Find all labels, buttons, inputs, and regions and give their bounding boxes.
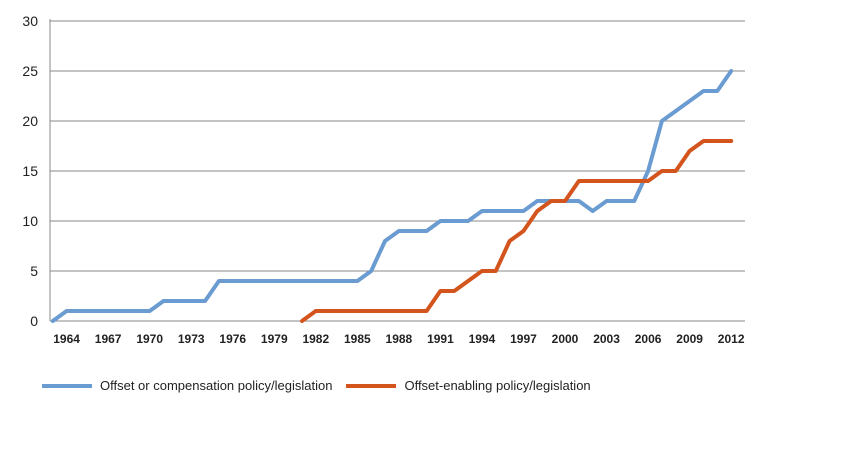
y-tick-label: 25	[22, 63, 38, 79]
x-tick-label: 1964	[53, 332, 80, 346]
x-tick-label: 1985	[344, 332, 371, 346]
x-tick-label: 1970	[136, 332, 163, 346]
y-tick-label: 20	[22, 113, 38, 129]
x-tick-label: 1982	[302, 332, 329, 346]
x-tick-label: 1976	[219, 332, 246, 346]
y-tick-label: 10	[22, 213, 38, 229]
series-lines	[50, 69, 734, 323]
x-tick-label: 2009	[676, 332, 703, 346]
x-tick-label: 1973	[178, 332, 205, 346]
x-tick-label: 2003	[593, 332, 620, 346]
x-tick-label: 2006	[635, 332, 662, 346]
series-line-offset-enabling	[300, 139, 734, 323]
legend: Offset or compensation policy/legislatio…	[42, 378, 605, 393]
x-tick-label: 2000	[552, 332, 579, 346]
grid	[50, 20, 745, 322]
x-tick-label: 1988	[386, 332, 413, 346]
x-tick-label: 1994	[469, 332, 496, 346]
x-tick-label: 1967	[95, 332, 122, 346]
x-tick-label: 1997	[510, 332, 537, 346]
y-tick-labels: 0 5 10 15 20 25 30	[22, 13, 38, 329]
line-chart: 0 5 10 15 20 25 30 1964 1967 1970 1973 1976 1979 198…	[22, 13, 745, 346]
legend-swatch-offset-enabling	[346, 383, 397, 388]
y-tick-label: 5	[30, 263, 38, 279]
y-tick-label: 30	[22, 13, 38, 29]
legend-item-offset-compensation: Offset or compensation policy/legislatio…	[42, 378, 332, 393]
legend-label-offset-enabling: Offset-enabling policy/legislation	[404, 378, 591, 393]
series-line-offset-compensation	[50, 69, 734, 323]
legend-label-offset-compensation: Offset or compensation policy/legislatio…	[100, 378, 333, 393]
x-tick-labels: 1964 1967 1970 1973 1976 1979 1982 1985 1988 1991…	[53, 332, 745, 346]
legend-item-offset-enabling: Offset-enabling policy/legislation	[346, 378, 591, 393]
x-tick-label: 1991	[427, 332, 454, 346]
x-tick-label: 2012	[718, 332, 745, 346]
y-tick-label: 15	[22, 163, 38, 179]
x-tick-label: 1979	[261, 332, 288, 346]
y-tick-label: 0	[30, 313, 38, 329]
legend-swatch-offset-compensation	[42, 383, 92, 388]
